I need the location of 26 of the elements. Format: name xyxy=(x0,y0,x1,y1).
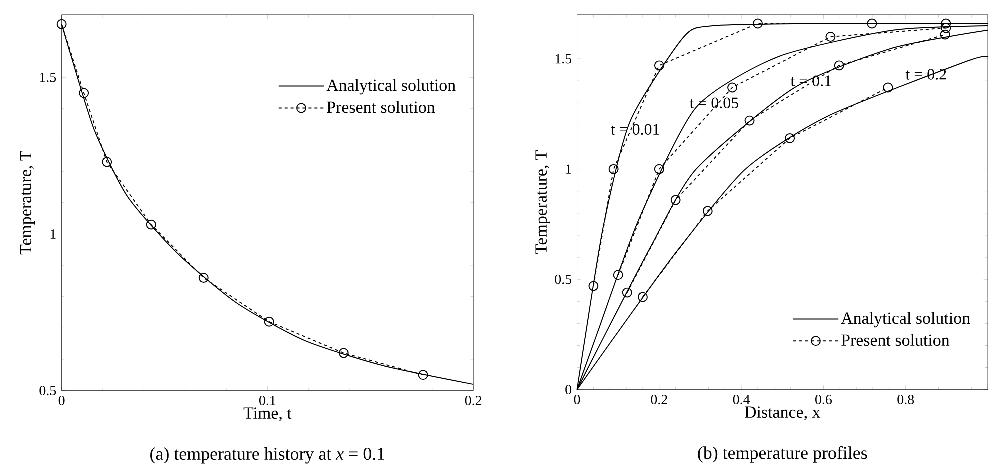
legend-label: Present solution xyxy=(842,334,950,346)
y-tick-label: 0.5 xyxy=(555,275,572,285)
text: (a) temperature history at x = 0.1 xyxy=(150,448,385,464)
y-tick-label: 1 xyxy=(566,164,572,174)
y-tick-label: 0 xyxy=(566,385,572,395)
x-tick-label: 0 xyxy=(58,396,65,406)
x-tick-label: 0.2 xyxy=(465,396,482,406)
y-tick-label: 1.5 xyxy=(556,54,572,64)
x-tick-label: 0.1 xyxy=(260,396,276,406)
x-axis-title: Time, t xyxy=(244,408,292,422)
x-tick-label: 0 xyxy=(574,395,580,405)
x-tick-label: 0.8 xyxy=(898,395,914,405)
y-axis-title: Temperature, T xyxy=(536,150,550,254)
text: (b) temperature profiles xyxy=(698,446,868,464)
y-tick-label: 1.5 xyxy=(40,73,56,83)
annotation: t = 0.2 xyxy=(906,69,946,80)
y-tick-label: 0.5 xyxy=(40,386,56,396)
legend-label: Present solution xyxy=(327,101,436,114)
legend-label: Analytical solution xyxy=(841,312,970,328)
x-axis-title: Distance, x xyxy=(745,406,821,421)
legend-label: Analytical solution xyxy=(326,79,456,95)
y-tick-label: 1 xyxy=(50,230,56,240)
y-axis-title: Temperature, T xyxy=(20,151,36,255)
x-tick-label: 0.4 xyxy=(733,395,750,405)
x-tick-label: 0.6 xyxy=(816,395,832,405)
x-tick-label: 0.2 xyxy=(651,395,668,405)
